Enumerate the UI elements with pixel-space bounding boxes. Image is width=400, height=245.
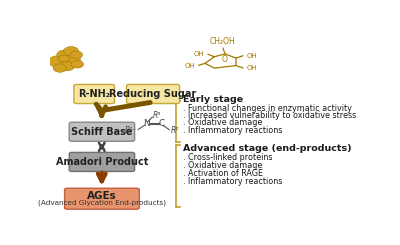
Text: . Increased vulnerability to oxidative stress: . Increased vulnerability to oxidative s…	[183, 111, 356, 120]
Text: . Oxidative damage: . Oxidative damage	[183, 119, 263, 127]
Text: CH₂OH: CH₂OH	[210, 37, 236, 46]
Circle shape	[64, 55, 80, 64]
Circle shape	[60, 62, 74, 71]
Text: R²: R²	[171, 126, 179, 135]
Text: (Advanced Glycation End-products): (Advanced Glycation End-products)	[38, 200, 166, 206]
Text: Reducing Sugar: Reducing Sugar	[110, 89, 197, 99]
Circle shape	[70, 51, 82, 59]
Circle shape	[53, 64, 67, 72]
Text: OH: OH	[184, 63, 195, 69]
Text: OH: OH	[246, 65, 257, 71]
Text: . Cross-linked proteins: . Cross-linked proteins	[183, 153, 273, 162]
Circle shape	[58, 55, 70, 62]
Text: R-NH₂: R-NH₂	[78, 89, 110, 99]
FancyBboxPatch shape	[64, 188, 139, 209]
Circle shape	[71, 61, 84, 68]
Text: OH: OH	[246, 53, 257, 59]
FancyBboxPatch shape	[69, 122, 135, 141]
FancyBboxPatch shape	[126, 85, 180, 104]
Text: . Oxidative damage: . Oxidative damage	[183, 161, 263, 170]
Text: AGEs: AGEs	[87, 191, 117, 201]
Text: N: N	[143, 119, 150, 128]
Text: Early stage: Early stage	[183, 95, 244, 104]
Text: OH: OH	[194, 51, 204, 57]
Text: O: O	[222, 55, 228, 64]
Text: R¹⁻: R¹⁻	[124, 126, 137, 135]
Text: Schiff Base: Schiff Base	[71, 127, 133, 137]
Circle shape	[57, 50, 73, 60]
Text: C: C	[158, 119, 165, 128]
Text: . Functional changes in enzymatic activity: . Functional changes in enzymatic activi…	[183, 104, 352, 113]
Text: . Inflammatory reactions: . Inflammatory reactions	[183, 126, 283, 135]
Text: . Inflammatory reactions: . Inflammatory reactions	[183, 177, 283, 186]
Circle shape	[64, 47, 78, 56]
Text: . Activation of RAGE: . Activation of RAGE	[183, 169, 263, 178]
FancyBboxPatch shape	[69, 152, 135, 171]
Text: Amadori Product: Amadori Product	[56, 157, 148, 167]
Circle shape	[48, 56, 67, 67]
FancyBboxPatch shape	[74, 85, 114, 104]
Text: Advanced stage (end-products): Advanced stage (end-products)	[183, 144, 352, 153]
Text: R³: R³	[153, 111, 161, 120]
